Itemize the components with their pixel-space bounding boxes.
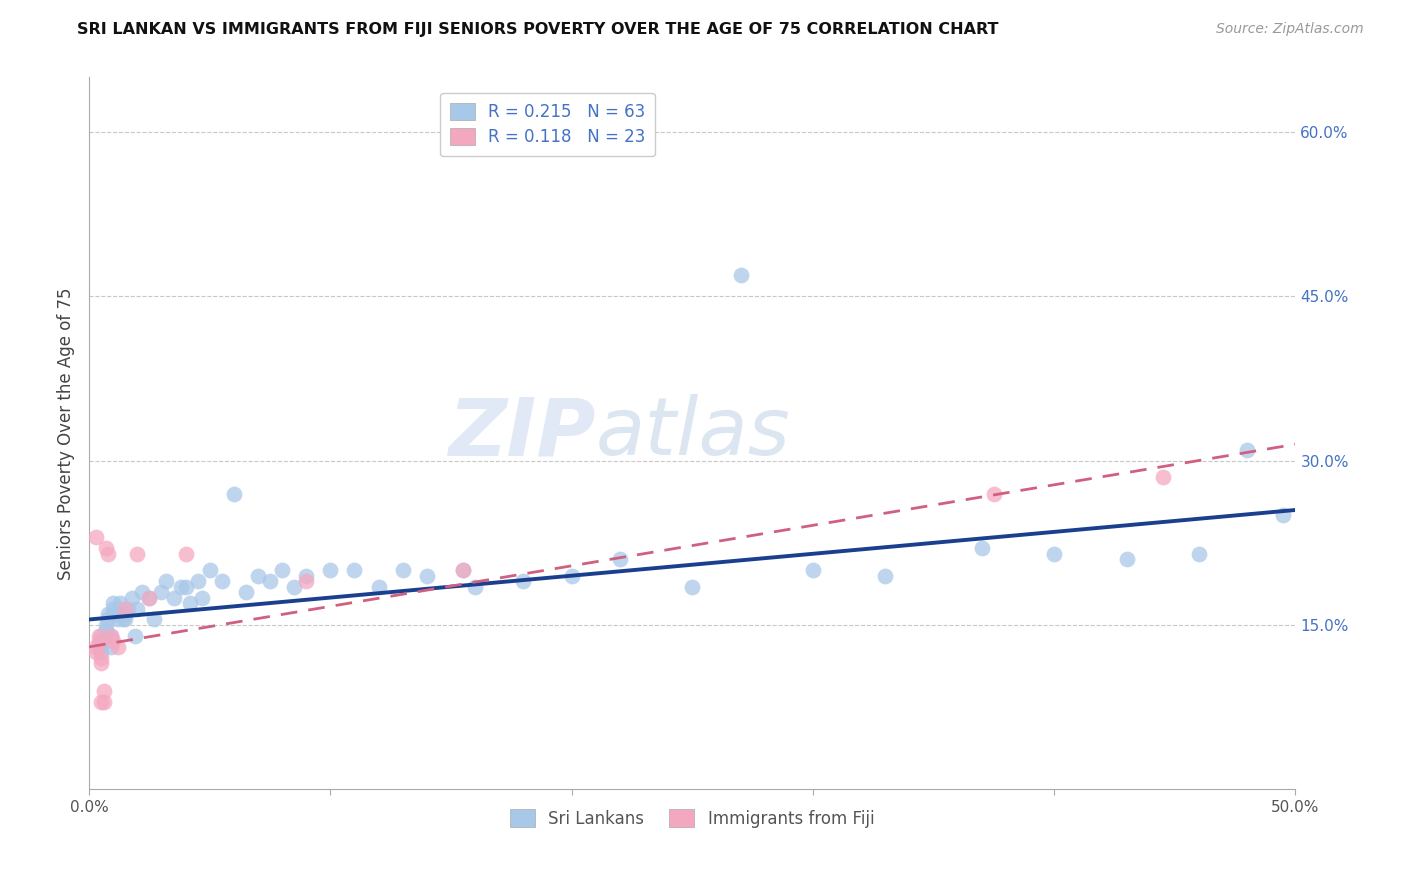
Point [138,591,160,605]
Point [94,618,117,632]
Point [114,612,136,626]
Point [103,596,125,610]
Point [111,612,134,626]
Point [191,591,214,605]
Point [512,574,534,589]
Point [90,629,112,643]
Point [87,634,110,648]
Point [107,612,129,626]
Point [416,568,439,582]
Point [97,612,120,626]
Point [295,568,318,582]
Text: SRI LANKAN VS IMMIGRANTS FROM FIJI SENIORS POVERTY OVER THE AGE OF 75 CORRELATIO: SRI LANKAN VS IMMIGRANTS FROM FIJI SENIO… [77,22,998,37]
Point [179,596,201,610]
Point [90,650,112,665]
Point [84,530,107,544]
Point [107,640,129,654]
Point [1236,442,1258,457]
Text: Source: ZipAtlas.com: Source: ZipAtlas.com [1216,22,1364,37]
Point [110,601,132,615]
Point [84,640,107,654]
Point [1272,508,1295,523]
Point [114,607,136,621]
Point [117,601,139,615]
Point [121,591,143,605]
Point [90,657,112,671]
Point [84,645,107,659]
Point [90,645,112,659]
Point [295,574,318,589]
Point [174,547,197,561]
Point [1152,470,1174,484]
Point [451,563,474,577]
Point [198,563,221,577]
Point [283,580,305,594]
Point [170,580,193,594]
Point [983,486,1005,500]
Point [155,574,177,589]
Point [103,607,125,621]
Point [127,601,149,615]
Point [343,563,366,577]
Point [246,568,269,582]
Point [97,547,120,561]
Point [90,695,112,709]
Point [464,580,486,594]
Point [235,585,257,599]
Point [681,580,703,594]
Point [131,585,153,599]
Point [127,547,149,561]
Point [124,629,146,643]
Point [90,634,112,648]
Point [451,563,474,577]
Point [90,640,112,654]
Point [187,574,209,589]
Point [367,580,389,594]
Point [110,596,132,610]
Point [174,580,197,594]
Point [319,563,342,577]
Text: atlas: atlas [596,394,790,473]
Point [1043,547,1066,561]
Point [391,563,413,577]
Point [222,486,245,500]
Point [94,624,117,638]
Point [561,568,583,582]
Point [93,695,115,709]
Point [103,634,125,648]
Point [114,601,136,615]
Point [970,541,993,556]
Point [730,268,752,282]
Text: ZIP: ZIP [449,394,596,473]
Point [1188,547,1211,561]
Point [211,574,233,589]
Point [875,568,897,582]
Point [150,585,173,599]
Point [87,629,110,643]
Point [609,552,631,566]
Point [93,683,115,698]
Point [271,563,294,577]
Point [143,612,166,626]
Point [103,601,125,615]
Legend: Sri Lankans, Immigrants from Fiji: Sri Lankans, Immigrants from Fiji [503,803,882,834]
Point [259,574,281,589]
Point [1115,552,1137,566]
Point [100,629,122,643]
Point [100,640,122,654]
Point [162,591,184,605]
Point [94,541,117,556]
Point [138,591,160,605]
Point [801,563,824,577]
Point [100,629,122,643]
Point [97,607,120,621]
Y-axis label: Seniors Poverty Over the Age of 75: Seniors Poverty Over the Age of 75 [58,287,75,580]
